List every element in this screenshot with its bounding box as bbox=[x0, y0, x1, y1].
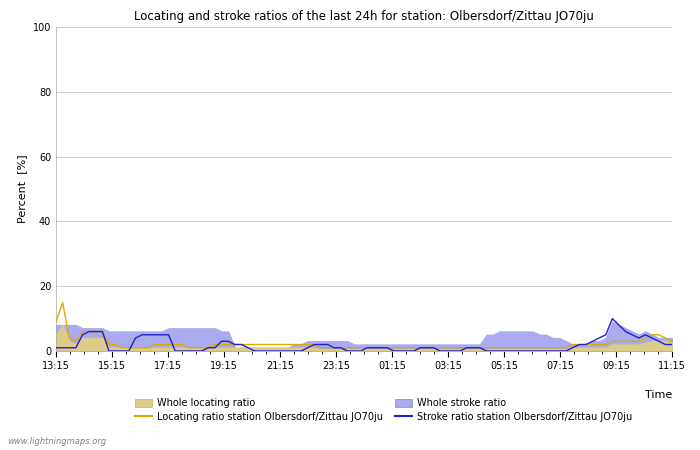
Text: www.lightningmaps.org: www.lightningmaps.org bbox=[7, 436, 106, 446]
Title: Locating and stroke ratios of the last 24h for station: Olbersdorf/Zittau JO70ju: Locating and stroke ratios of the last 2… bbox=[134, 10, 594, 23]
Legend: Whole locating ratio, Locating ratio station Olbersdorf/Zittau JO70ju, Whole str: Whole locating ratio, Locating ratio sta… bbox=[135, 398, 632, 422]
Text: Time: Time bbox=[645, 390, 672, 400]
Y-axis label: Percent  [%]: Percent [%] bbox=[18, 155, 27, 223]
